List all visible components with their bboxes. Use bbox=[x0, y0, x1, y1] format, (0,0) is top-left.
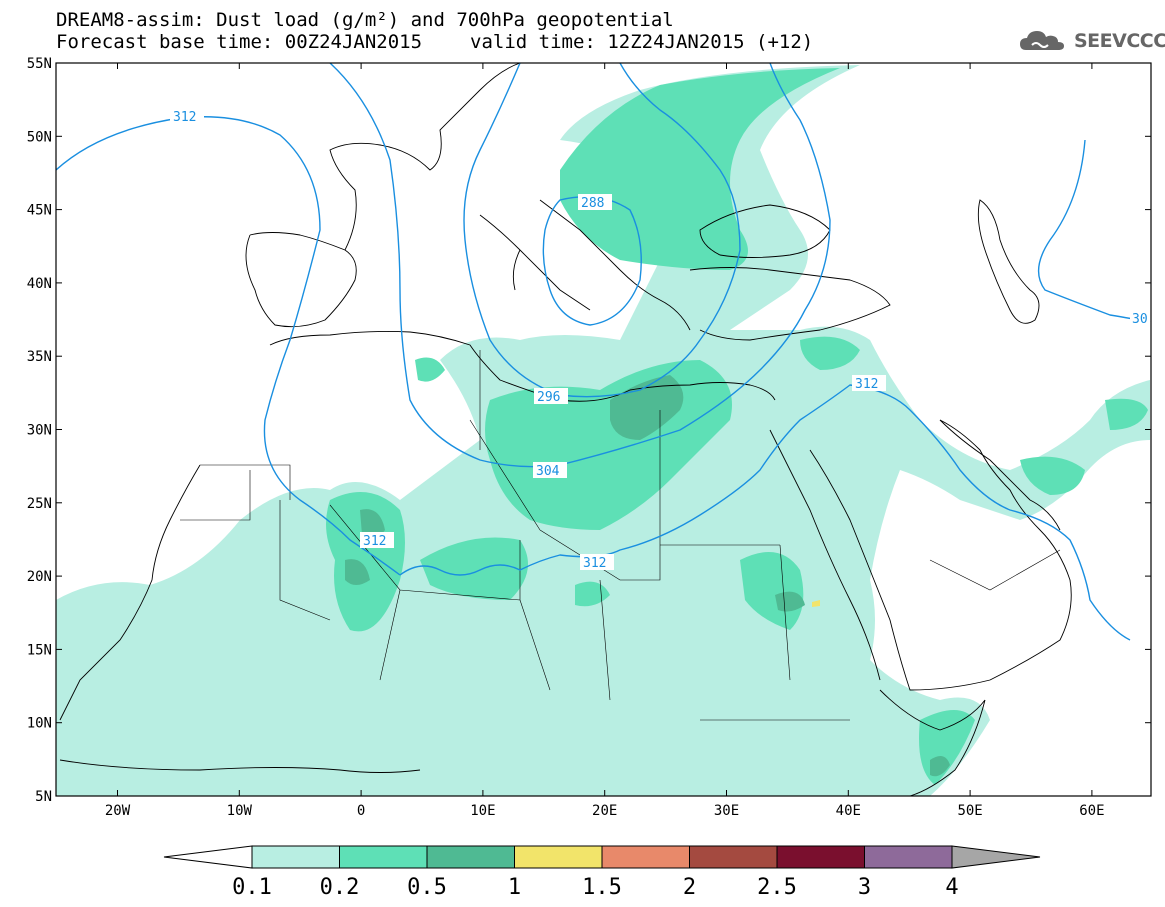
contour-label: 304 bbox=[536, 464, 560, 479]
logo-text: SEEVCCC bbox=[1074, 30, 1165, 52]
lon-label: 20W bbox=[105, 803, 131, 819]
colorbar-swatch bbox=[601, 845, 690, 869]
iberia-coast bbox=[245, 234, 357, 328]
colorbar-label: 4 bbox=[945, 875, 958, 900]
lat-label: 50N bbox=[27, 129, 52, 145]
cloud-logo-icon bbox=[1020, 31, 1064, 50]
west-africa-coast bbox=[59, 464, 201, 721]
forecast-time-line: Forecast base time: 00Z24JAN2015 valid ti… bbox=[56, 32, 813, 52]
turkey-coast bbox=[689, 267, 891, 341]
colorbar-swatch bbox=[251, 845, 340, 869]
colorbar-swatch bbox=[514, 845, 603, 869]
contour-label: 296 bbox=[537, 390, 560, 405]
map-title: DREAM8-assim: Dust load (g/m²) and 700hP… bbox=[56, 9, 674, 31]
colorbar-swatch bbox=[776, 845, 865, 869]
contour-296 bbox=[463, 63, 741, 398]
lon-label: 40E bbox=[836, 803, 861, 819]
coastlines bbox=[59, 63, 1072, 796]
dust-shading bbox=[56, 65, 1150, 796]
europe-coast bbox=[249, 63, 521, 251]
contour-label: 312 bbox=[363, 534, 386, 549]
colorbar-swatch bbox=[689, 845, 778, 869]
lat-label: 55N bbox=[27, 56, 52, 72]
dust-band-mid bbox=[326, 68, 1148, 785]
lat-label: 10N bbox=[27, 716, 52, 732]
country-borders bbox=[180, 350, 1061, 721]
lon-label: 60E bbox=[1079, 803, 1104, 819]
contour-label: 288 bbox=[581, 196, 604, 211]
contour-label: 312 bbox=[583, 556, 606, 571]
dust-band-peak bbox=[812, 600, 820, 607]
colorbar-swatch bbox=[864, 845, 953, 869]
contour-312-sahara bbox=[399, 384, 1131, 641]
lat-label: 40N bbox=[27, 276, 52, 292]
caspian-sea bbox=[977, 199, 1040, 324]
lat-label: 30N bbox=[27, 423, 52, 439]
contour-label: 312 bbox=[173, 110, 196, 125]
colorbar-label: 1.5 bbox=[582, 875, 622, 900]
base-time-label: Forecast base time: 00Z24JAN2015 bbox=[56, 31, 423, 53]
longitude-axis: 20W 10W 0 10E 20E 30E 40E 50E 60E bbox=[105, 63, 1105, 819]
colorbar: 0.1 0.2 0.5 1 1.5 2 2.5 3 4 bbox=[163, 845, 1041, 900]
contour-label-group: 312 288 296 304 312 312 312 30 bbox=[170, 108, 1150, 571]
contour-288 bbox=[542, 195, 642, 326]
lon-label: 10W bbox=[227, 803, 253, 819]
contour-304 bbox=[329, 63, 831, 468]
lat-label: 5N bbox=[35, 789, 52, 805]
colorbar-label: 0.2 bbox=[320, 875, 360, 900]
lon-label: 50E bbox=[957, 803, 982, 819]
colorbar-label: 3 bbox=[858, 875, 871, 900]
colorbar-label: 1 bbox=[508, 875, 521, 900]
valid-time-label: valid time: 12Z24JAN2015 (+12) bbox=[470, 31, 814, 53]
lat-label: 35N bbox=[27, 349, 52, 365]
colorbar-low-arrow bbox=[163, 845, 253, 869]
colorbar-label: 0.1 bbox=[232, 875, 272, 900]
lat-label: 45N bbox=[27, 203, 52, 219]
balkans-coast bbox=[539, 199, 691, 331]
lat-label: 25N bbox=[27, 496, 52, 512]
geopotential-contours bbox=[56, 63, 1151, 641]
contour-304-east bbox=[1037, 139, 1151, 323]
lon-label: 30E bbox=[714, 803, 739, 819]
contour-label: 312 bbox=[855, 377, 878, 392]
colorbar-swatch bbox=[339, 845, 428, 869]
colorbar-high-arrow bbox=[951, 845, 1041, 869]
lon-label: 20E bbox=[592, 803, 617, 819]
gulf-guinea bbox=[59, 759, 421, 773]
colorbar-label: 2 bbox=[683, 875, 696, 900]
arabia-coast bbox=[809, 419, 1072, 691]
contour-label: 30 bbox=[1132, 312, 1148, 327]
latitude-axis: 55N 50N 45N 40N 35N 30N 25N 20N 15N 10N 5N bbox=[27, 56, 1151, 805]
black-sea bbox=[699, 204, 831, 258]
lat-label: 20N bbox=[27, 569, 52, 585]
persian-gulf bbox=[939, 419, 1061, 531]
colorbar-label: 0.5 bbox=[407, 875, 447, 900]
lat-label: 15N bbox=[27, 642, 52, 658]
seevccc-logo: SEEVCCC bbox=[1018, 28, 1165, 54]
italy-coast bbox=[479, 214, 591, 311]
horn-africa bbox=[879, 689, 986, 796]
red-sea bbox=[769, 429, 881, 681]
lon-label: 0 bbox=[357, 803, 365, 819]
colorbar-label: 2.5 bbox=[757, 875, 797, 900]
lon-label: 10E bbox=[470, 803, 495, 819]
colorbar-swatch bbox=[426, 845, 515, 869]
